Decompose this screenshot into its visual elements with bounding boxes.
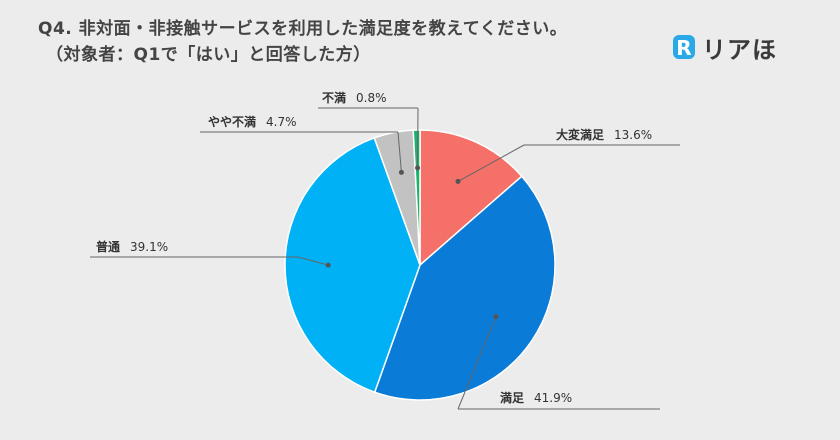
slice-label-2: 普通 39.1% — [96, 239, 168, 254]
leader-dot-1 — [493, 314, 499, 320]
leader-connector-3 — [397, 131, 402, 173]
brand-logo: R リアほ — [672, 30, 777, 64]
pie-slice-4 — [412, 129, 421, 266]
svg-text:R: R — [676, 36, 691, 60]
slice-label-0: 大変満足 13.6% — [556, 127, 652, 142]
slice-label-4: 不満 0.8% — [322, 90, 387, 105]
pie-slice-2 — [284, 137, 421, 394]
leader-dot-0 — [455, 178, 461, 184]
slice-label-1: 満足 41.9% — [500, 390, 572, 405]
pie-slice-0 — [419, 129, 523, 267]
leader-connector-0 — [457, 144, 525, 182]
leader-dot-4 — [415, 165, 421, 171]
slice-label-3: やや不満 4.7% — [208, 114, 297, 129]
leader-connector-1 — [457, 316, 497, 410]
chart-title: Q4. 非対面・非接触サービスを利用した満足度を教えてください。 — [38, 19, 568, 39]
leader-dot-2 — [325, 262, 331, 268]
pie-slice-1 — [373, 175, 556, 401]
logo-text: リアほ — [702, 35, 777, 64]
leader-connector-2 — [297, 256, 329, 266]
leader-dot-3 — [398, 169, 404, 175]
chart-subtitle: （対象者：Q1で「はい」と回答した方） — [46, 45, 371, 65]
logo-r-icon: R — [673, 35, 695, 60]
